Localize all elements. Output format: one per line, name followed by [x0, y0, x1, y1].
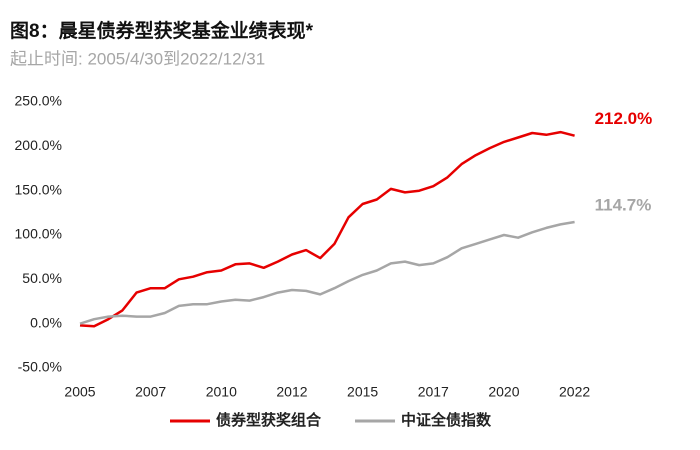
- x-tick-label: 2007: [135, 384, 166, 400]
- y-tick-label: 0.0%: [30, 314, 62, 330]
- series-line: [79, 220, 575, 325]
- x-tick-label: 2005: [64, 384, 95, 400]
- y-tick-label: 150.0%: [15, 181, 62, 197]
- value-label: 114.7%: [595, 195, 652, 214]
- y-tick-label: 200.0%: [15, 137, 62, 153]
- x-tick-label: 2012: [276, 384, 307, 400]
- x-tick-label: 2020: [488, 384, 519, 400]
- y-tick-label: 100.0%: [15, 226, 62, 242]
- y-tick-label: 50.0%: [22, 270, 62, 286]
- chart-subtitle: 起止时间: 2005/4/30到2022/12/31: [10, 49, 265, 68]
- x-tick-label: 2017: [418, 384, 449, 400]
- chart-title: 图8：晨星债券型获奖基金业绩表现*: [10, 19, 314, 42]
- series-line: [79, 130, 575, 328]
- y-tick-label: -50.0%: [18, 359, 62, 375]
- y-tick-label: 250.0%: [15, 93, 62, 109]
- x-tick-label: 2015: [347, 384, 378, 400]
- legend-label: 中证全债指数: [401, 411, 492, 429]
- legend-label: 债券型获奖组合: [216, 411, 322, 429]
- value-label: 212.0%: [595, 109, 653, 128]
- x-tick-label: 2022: [559, 384, 590, 400]
- x-tick-label: 2010: [206, 384, 237, 400]
